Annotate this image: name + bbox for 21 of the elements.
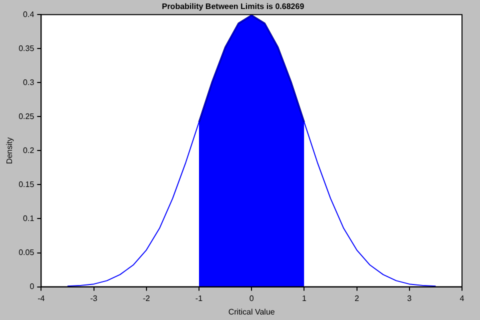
y-tick-label: 0.35 [18, 44, 35, 53]
x-tick-label: 0 [249, 294, 254, 303]
x-tick-label: 1 [302, 294, 307, 303]
x-tick-label: 2 [354, 294, 360, 303]
y-tick-label: 0 [30, 282, 35, 292]
y-tick-label: 0.05 [18, 248, 35, 257]
y-axis-title: Density [5, 137, 14, 164]
x-tick-label: -4 [38, 294, 46, 303]
y-tick-label: 0.4 [23, 10, 35, 19]
chart-title: Probability Between Limits is 0.68269 [162, 2, 305, 12]
x-tick-label: -1 [195, 294, 204, 303]
x-tick-label: 3 [407, 294, 412, 303]
y-tick-label: 0.15 [18, 180, 35, 189]
x-tick-label: -2 [142, 294, 150, 303]
y-tick-label: 0.25 [18, 112, 35, 121]
y-tick-label: 0.1 [23, 214, 35, 223]
x-tick-label: 4 [460, 294, 465, 303]
y-tick-label: 0.3 [23, 78, 35, 87]
y-tick-label: 0.2 [23, 146, 35, 155]
x-tick-label: -3 [90, 294, 98, 303]
x-axis-title: Critical Value [228, 307, 276, 316]
